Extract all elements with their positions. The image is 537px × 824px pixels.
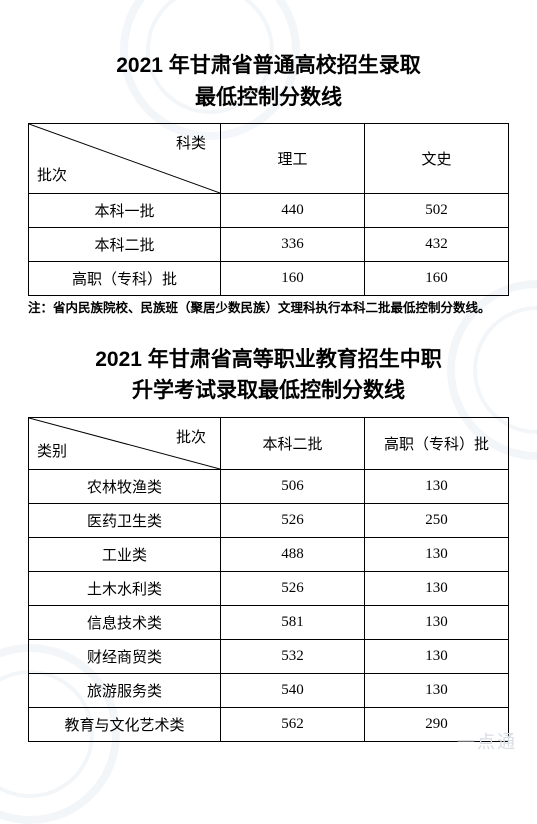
cell-value: 130 [365,639,509,673]
row-label: 本科一批 [29,194,221,228]
row-label: 财经商贸类 [29,639,221,673]
col-header: 本科二批 [221,417,365,469]
table-header-row: 科类 批次 理工 文史 [29,124,509,194]
cell-value: 532 [221,639,365,673]
table-row: 旅游服务类 540 130 [29,673,509,707]
table-row: 高职（专科）批 160 160 [29,262,509,296]
title-line: 2021 年甘肃省高等职业教育招生中职 [95,348,442,371]
table-row: 医药卫生类 526 250 [29,503,509,537]
title-line: 升学考试录取最低控制分数线 [132,379,405,402]
cell-value: 506 [221,469,365,503]
cell-value: 526 [221,503,365,537]
table-vocational-scores: 批次 类别 本科二批 高职（专科）批 农林牧渔类 506 130 医药卫生类 5… [28,417,509,742]
cell-value: 160 [365,262,509,296]
source-watermark: 一点通 [457,728,517,754]
table-row: 信息技术类 581 130 [29,605,509,639]
title-line: 2021 年甘肃省普通高校招生录取 [116,54,421,77]
col-header: 高职（专科）批 [365,417,509,469]
row-label: 高职（专科）批 [29,262,221,296]
cell-value: 250 [365,503,509,537]
section2-title: 2021 年甘肃省高等职业教育招生中职 升学考试录取最低控制分数线 [28,344,509,407]
header-subject: 科类 [176,132,206,153]
diagonal-header: 科类 批次 [29,124,221,194]
header-category: 类别 [37,440,67,461]
row-label: 旅游服务类 [29,673,221,707]
table-row: 工业类 488 130 [29,537,509,571]
section1-title: 2021 年甘肃省普通高校招生录取 最低控制分数线 [28,50,509,113]
table-row: 教育与文化艺术类 562 290 [29,707,509,741]
table1-body: 本科一批 440 502 本科二批 336 432 高职（专科）批 160 16… [29,194,509,296]
cell-value: 130 [365,673,509,707]
row-label: 农林牧渔类 [29,469,221,503]
table-row: 土木水利类 526 130 [29,571,509,605]
row-label: 医药卫生类 [29,503,221,537]
cell-value: 130 [365,537,509,571]
cell-value: 540 [221,673,365,707]
table-row: 本科二批 336 432 [29,228,509,262]
col-header: 文史 [365,124,509,194]
footnote: 注：省内民族院校、民族班（聚居少数民族）文理科执行本科二批最低控制分数线。 [28,300,509,318]
header-batch: 批次 [37,164,67,185]
cell-value: 562 [221,707,365,741]
cell-value: 130 [365,469,509,503]
table-row: 本科一批 440 502 [29,194,509,228]
cell-value: 130 [365,571,509,605]
cell-value: 581 [221,605,365,639]
row-label: 教育与文化艺术类 [29,707,221,741]
col-header: 理工 [221,124,365,194]
table-header-row: 批次 类别 本科二批 高职（专科）批 [29,417,509,469]
cell-value: 488 [221,537,365,571]
header-batch: 批次 [176,426,206,447]
cell-value: 526 [221,571,365,605]
table-admission-scores: 科类 批次 理工 文史 本科一批 440 502 本科二批 336 432 高职… [28,123,509,296]
cell-value: 336 [221,228,365,262]
row-label: 土木水利类 [29,571,221,605]
table-row: 财经商贸类 532 130 [29,639,509,673]
document-page: 2021 年甘肃省普通高校招生录取 最低控制分数线 科类 批次 理工 文史 本科… [0,0,537,762]
row-label: 工业类 [29,537,221,571]
cell-value: 160 [221,262,365,296]
row-label: 信息技术类 [29,605,221,639]
row-label: 本科二批 [29,228,221,262]
cell-value: 432 [365,228,509,262]
section2: 2021 年甘肃省高等职业教育招生中职 升学考试录取最低控制分数线 批次 类别 … [28,344,509,742]
diagonal-header: 批次 类别 [29,417,221,469]
table2-body: 农林牧渔类 506 130 医药卫生类 526 250 工业类 488 130 … [29,469,509,741]
cell-value: 440 [221,194,365,228]
table-row: 农林牧渔类 506 130 [29,469,509,503]
cell-value: 130 [365,605,509,639]
cell-value: 502 [365,194,509,228]
title-line: 最低控制分数线 [195,86,342,109]
